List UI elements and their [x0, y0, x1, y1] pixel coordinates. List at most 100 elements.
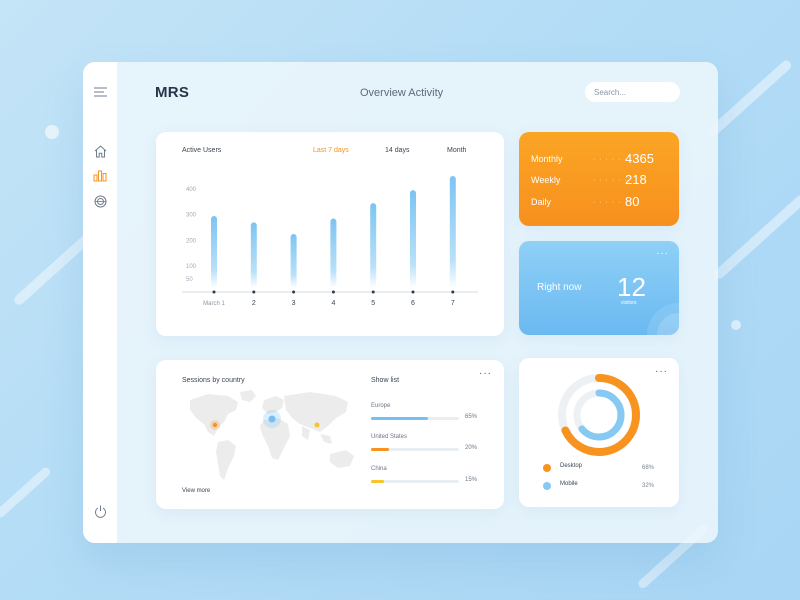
bar: [250, 222, 257, 288]
x-tick-dot: [331, 290, 335, 294]
bar: [330, 218, 337, 288]
hamburger-icon: [93, 87, 107, 97]
right-now-card: ··· Right now 12 visitors: [519, 241, 679, 335]
devices-card: ··· Desktop 68% Mobile 32%: [519, 358, 679, 507]
progress-fill: [371, 417, 429, 420]
show-list-link[interactable]: Show list: [371, 377, 400, 384]
x-tick-label: 3: [292, 300, 296, 307]
stat-dots: · · · · · ·: [593, 177, 628, 184]
x-tick-dot: [371, 290, 375, 294]
bar: [449, 176, 456, 288]
x-tick-dot: [451, 290, 455, 294]
active-users-bar-chart: 50 100 200 300 400 March 1 2 3 4 5 6 7: [182, 176, 478, 307]
tab-last-7-days[interactable]: Last 7 days: [313, 147, 349, 154]
x-tick-label: 6: [411, 300, 415, 307]
legend-label: Desktop: [560, 463, 583, 469]
x-tick-label: 5: [371, 300, 375, 307]
bar: [211, 215, 217, 288]
more-options-icon[interactable]: ···: [479, 368, 492, 379]
chart-title: Active Users: [182, 147, 222, 154]
sidebar-item-home[interactable]: [92, 143, 108, 159]
tab-month[interactable]: Month: [447, 147, 467, 154]
bar: [370, 203, 377, 288]
donut-slice-desktop: [558, 374, 640, 456]
stat-label: Weekly: [531, 175, 561, 185]
country-name: China: [371, 466, 387, 472]
progress-track: [371, 480, 459, 483]
visitors-label: visitors: [621, 300, 637, 306]
menu-button[interactable]: [92, 84, 108, 100]
legend-percent: 68%: [642, 465, 655, 471]
y-tick-label: 200: [186, 238, 197, 244]
power-icon: [94, 505, 106, 518]
country-name: United States: [371, 434, 408, 440]
y-tick-label: 50: [186, 277, 193, 283]
x-tick-label: 7: [451, 300, 455, 307]
stat-value: 4365: [625, 151, 654, 166]
visitors-count: 12: [617, 272, 646, 302]
x-tick-dot: [292, 290, 296, 294]
country-row-united-states: United States 20%: [371, 434, 486, 451]
legend-label: Mobile: [560, 481, 578, 487]
devices-donut-chart: [558, 374, 640, 456]
legend-item-mobile: Mobile 32%: [543, 480, 658, 492]
stat-value: 80: [625, 194, 640, 209]
world-map: [190, 390, 354, 480]
home-icon: [94, 144, 106, 157]
country-percent: 15%: [465, 477, 478, 483]
x-tick-dot: [212, 290, 216, 294]
stat-label: Monthly: [531, 154, 563, 164]
more-options-icon[interactable]: ···: [655, 366, 668, 377]
x-tick-label: 4: [331, 300, 335, 307]
power-button[interactable]: [92, 503, 108, 519]
page-title: Overview Activity: [360, 87, 444, 99]
stat-dots: · · · · · ·: [593, 156, 628, 163]
stat-row-weekly: Weekly · · · · · · 218: [531, 171, 671, 189]
x-tick-label: 2: [252, 300, 256, 307]
y-tick-label: 300: [186, 213, 197, 219]
search-input[interactable]: [585, 82, 680, 102]
country-row-europe: Europe 65%: [371, 403, 486, 420]
progress-fill: [371, 480, 385, 483]
country-row-china: China 15%: [371, 466, 486, 483]
card-decoration: [647, 303, 679, 335]
dashboard-window: MRS Overview Activity Active Users Last …: [83, 62, 718, 543]
legend-swatch: [543, 482, 551, 490]
view-more-link[interactable]: View more: [182, 488, 211, 494]
tab-14-days[interactable]: 14 days: [385, 147, 410, 154]
stat-row-daily: Daily · · · · · · 80: [531, 193, 671, 211]
donut-slice-mobile: [573, 389, 625, 441]
app-title: MRS: [155, 84, 190, 101]
legend-percent: 32%: [642, 483, 655, 489]
stat-value: 218: [625, 172, 647, 187]
country-percent: 65%: [465, 414, 478, 420]
progress-track: [371, 448, 459, 451]
active-users-card: Active Users Last 7 days 14 days Month 5…: [156, 132, 504, 336]
globe-icon: [94, 195, 106, 207]
stat-row-monthly: Monthly · · · · · · 4365: [531, 150, 671, 168]
x-tick-dot: [411, 290, 415, 294]
legend-item-desktop: Desktop 68%: [543, 462, 658, 474]
sessions-title: Sessions by country: [182, 377, 245, 384]
bar: [410, 190, 416, 288]
sidebar-item-analytics[interactable]: [92, 168, 108, 184]
marker-china: [314, 422, 320, 428]
legend-swatch: [543, 464, 551, 472]
right-now-label: Right now: [537, 282, 582, 293]
sessions-card: Sessions by country ···: [156, 360, 504, 509]
y-tick-label: 400: [186, 187, 197, 193]
progress-fill: [371, 448, 389, 451]
more-options-icon[interactable]: ···: [656, 248, 669, 259]
progress-track: [371, 417, 459, 420]
sidebar-item-globe[interactable]: [92, 193, 108, 209]
stat-dots: · · · · · ·: [593, 199, 628, 206]
bar-chart-icon: [93, 170, 107, 182]
stats-card: Monthly · · · · · · 4365 Weekly · · · · …: [519, 132, 679, 226]
country-percent: 20%: [465, 445, 478, 451]
x-tick-dot: [252, 290, 256, 294]
bar: [290, 234, 297, 288]
country-name: Europe: [371, 403, 391, 409]
sidebar: [83, 62, 117, 543]
stat-label: Daily: [531, 197, 552, 207]
x-tick-label: March 1: [203, 301, 225, 307]
